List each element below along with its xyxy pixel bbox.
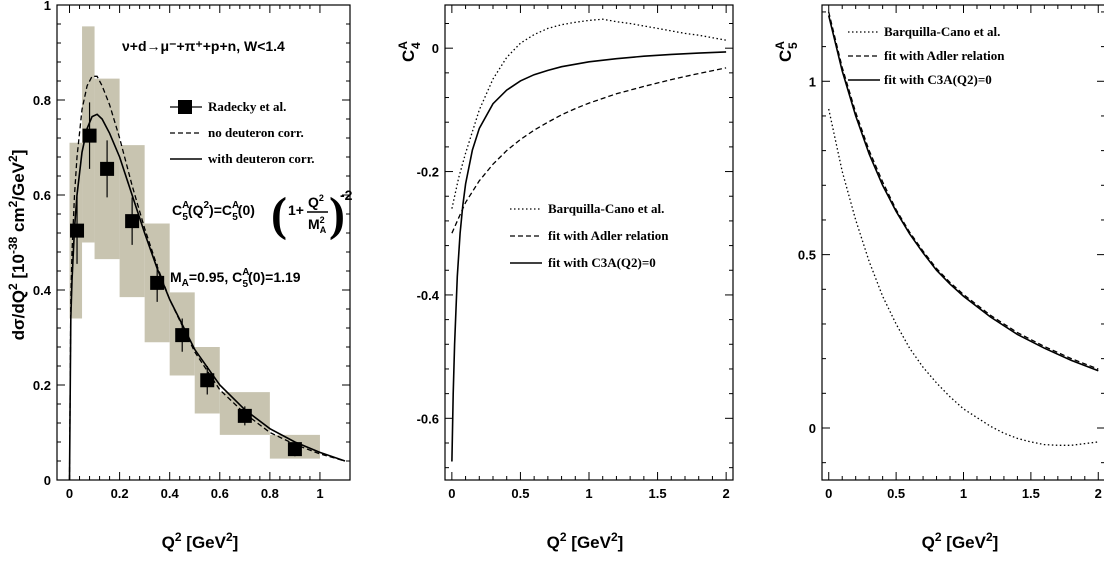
series-line-dashed xyxy=(68,75,346,481)
y-tick-label: 0.4 xyxy=(33,283,52,298)
panel-c5a: 0 0.5 1 1.5 2 0 0.5 1 Barquilla-Cano et al. fit… xyxy=(773,4,1104,552)
legend-label-with-deuteron: with deuteron corr. xyxy=(208,151,315,166)
panel1-frame xyxy=(56,4,351,481)
panel3-legend: Barquilla-Cano et al. fit with Adler rel… xyxy=(848,24,1005,87)
y-tick-label: 1 xyxy=(44,0,51,13)
y-tick-label: 0 xyxy=(432,41,439,56)
x-tick-label: 0.5 xyxy=(887,486,905,501)
x-tick-label: 0 xyxy=(825,486,832,501)
data-point xyxy=(150,275,165,290)
x-tick-label: 0.8 xyxy=(261,486,279,501)
x-tick-label: 2 xyxy=(1095,486,1102,501)
formula-numerator: Q2 xyxy=(308,193,324,210)
data-point xyxy=(100,161,115,176)
panel2-xlabel: Q2 [GeV2] xyxy=(547,530,624,552)
formula-paren-left: ( xyxy=(271,188,287,241)
legend-label-radecky: Radecky et al. xyxy=(208,99,286,114)
data-point xyxy=(125,214,140,229)
formula-one-plus: 1+ xyxy=(288,202,304,218)
data-point xyxy=(175,328,190,343)
legend-label-adler: fit with Adler relation xyxy=(884,48,1005,63)
process-label: ν+d→μ⁻+π⁺+p+n, W<1.4 xyxy=(122,38,285,54)
panel2-ylabel: CA4 xyxy=(396,41,423,62)
panel2-legend: Barquilla-Cano et al. fit with Adler rel… xyxy=(510,201,669,270)
y-tick-label: 0 xyxy=(44,473,51,488)
panel-c4a: 0 0.5 1 1.5 2 -0.6 -0.4 -0.2 0 Barquilla-Cano et… xyxy=(396,4,734,552)
formula-text: CA 5(Q2)=CA 5(0) xyxy=(172,200,255,223)
x-tick-label: 1 xyxy=(960,486,967,501)
y-tick-label: -0.4 xyxy=(417,288,440,303)
series-line-dotted xyxy=(828,108,1099,446)
legend-marker-square xyxy=(178,100,192,114)
x-tick-label: 0.4 xyxy=(161,486,180,501)
legend-label-c3a: fit with C3A(Q2)=0 xyxy=(548,255,656,270)
y-tick-label: 0.8 xyxy=(33,93,51,108)
panel1-xlabel: Q2 [GeV2] xyxy=(162,530,239,552)
legend-label-c3a: fit with C3A(Q2)=0 xyxy=(884,72,992,87)
series-line-dotted xyxy=(451,18,727,209)
formula-exponent: -2 xyxy=(340,187,353,203)
x-tick-label: 0.2 xyxy=(111,486,129,501)
formula-paren-right: ) xyxy=(329,188,345,241)
legend-label-no-deuteron: no deuteron corr. xyxy=(208,125,304,140)
series-line-solid xyxy=(451,51,727,462)
legend-label-barquilla: Barquilla-Cano et al. xyxy=(548,201,664,216)
data-point xyxy=(200,373,215,388)
panel1-ylabel: dσ/dQ2 [10-38 cm2/GeV2] xyxy=(6,150,28,341)
series-line-dashed xyxy=(828,11,1099,370)
params-label: MA=0.95, CA 5(0)=1.19 xyxy=(170,267,301,290)
legend-label-barquilla: Barquilla-Cano et al. xyxy=(884,24,1000,39)
panel1-legend: Radecky et al. no deuteron corr. with de… xyxy=(170,99,315,166)
y-tick-label: 0.2 xyxy=(33,378,51,393)
x-tick-label: 2 xyxy=(723,486,730,501)
x-tick-label: 1.5 xyxy=(1022,486,1040,501)
series-line-dashed xyxy=(451,67,727,234)
y-tick-label: -0.2 xyxy=(417,165,439,180)
y-tick-label: 0.5 xyxy=(798,248,816,263)
panel-cross-section: 0 0.2 0.4 0.6 0.8 1 0 0.2 0.4 0.6 0.8 1 ν+d→μ⁻+π⁺+p… xyxy=(6,0,353,552)
data-point xyxy=(70,223,85,238)
panel3-xlabel: Q2 [GeV2] xyxy=(922,530,999,552)
series-line-solid xyxy=(68,113,346,481)
y-tick-label: -0.6 xyxy=(417,411,439,426)
x-tick-label: 1.5 xyxy=(649,486,667,501)
data-point xyxy=(237,408,252,423)
legend-label-adler: fit with Adler relation xyxy=(548,228,669,243)
data-point xyxy=(82,128,97,143)
x-tick-label: 1 xyxy=(585,486,592,501)
data-point xyxy=(287,442,302,457)
y-tick-label: 0 xyxy=(809,421,816,436)
x-tick-label: 0 xyxy=(448,486,455,501)
x-tick-label: 0.5 xyxy=(511,486,529,501)
formula: CA 5(Q2)=CA 5(0) ( 1+ Q2 M2 A ) -2 xyxy=(172,187,353,241)
x-tick-label: 1 xyxy=(316,486,323,501)
y-tick-label: 0.6 xyxy=(33,188,51,203)
series-line-solid xyxy=(827,15,1099,372)
formula-denominator: M2 A xyxy=(308,215,327,235)
y-tick-label: 1 xyxy=(809,74,816,89)
panel3-ylabel: CA5 xyxy=(773,41,800,62)
x-tick-label: 0.6 xyxy=(211,486,229,501)
x-tick-label: 0 xyxy=(66,486,73,501)
